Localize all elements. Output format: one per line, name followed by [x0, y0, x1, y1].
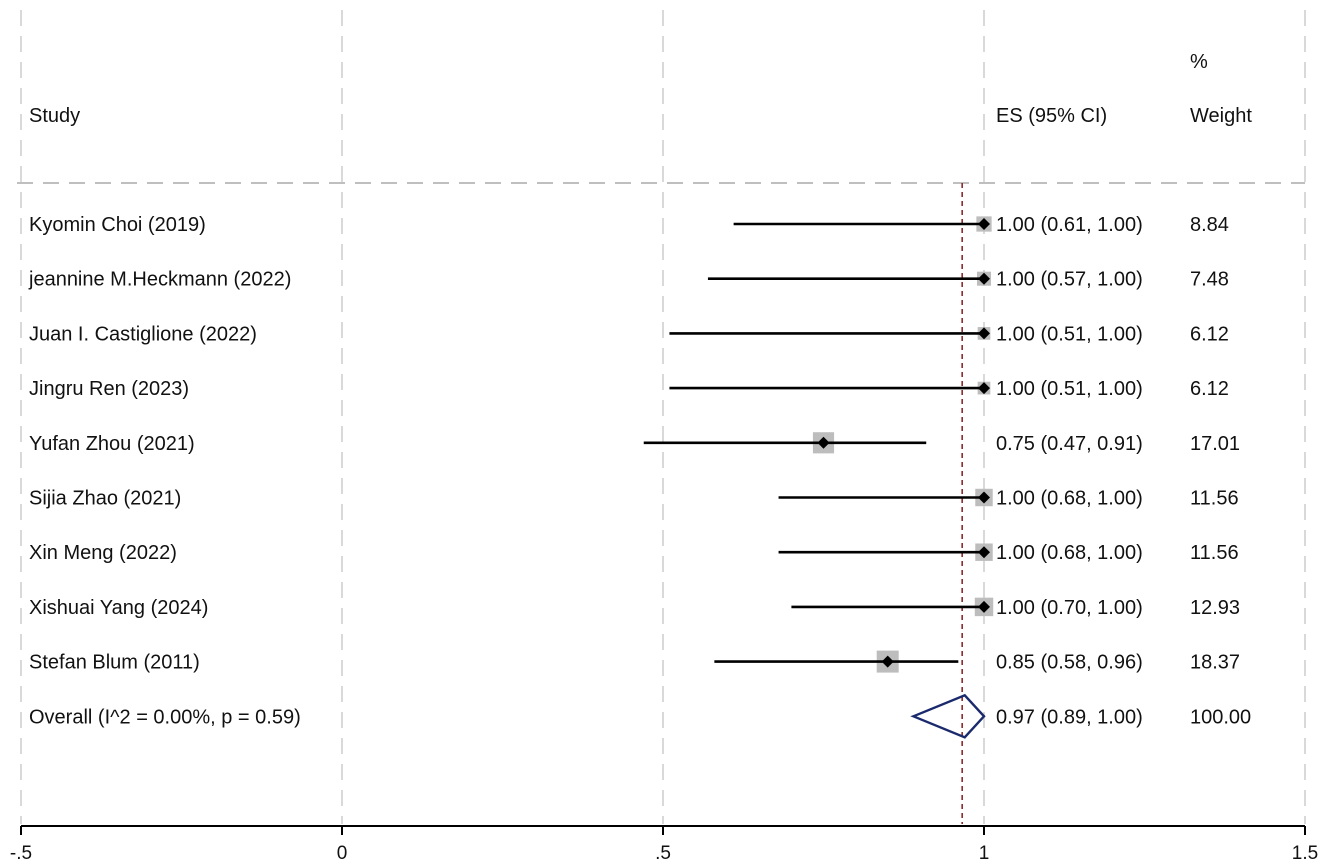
header-es: ES (95% CI) — [996, 105, 1107, 127]
overall-weight-value: 100.00 — [1190, 706, 1251, 728]
study-name: Xishuai Yang (2024) — [29, 597, 208, 619]
x-tick-label: -.5 — [10, 843, 32, 864]
es-value: 1.00 (0.57, 1.00) — [996, 269, 1143, 291]
es-value: 1.00 (0.68, 1.00) — [996, 488, 1143, 510]
point-estimate — [978, 272, 990, 285]
es-value: 0.85 (0.58, 0.96) — [996, 652, 1143, 674]
study-name: Juan I. Castiglione (2022) — [29, 323, 257, 345]
es-value: 1.00 (0.61, 1.00) — [996, 214, 1143, 236]
study-name: Kyomin Choi (2019) — [29, 214, 206, 236]
study-name: Yufan Zhou (2021) — [29, 433, 195, 455]
point-estimate — [978, 327, 990, 340]
x-tick-label: 1 — [979, 843, 990, 864]
point-estimate — [978, 600, 990, 613]
study-row-7: Xin Meng (2022) 1.00 (0.68, 1.00) 11.56 — [29, 542, 1239, 564]
study-rows: Kyomin Choi (2019) 1.00 (0.61, 1.00) 8.84 j… — [28, 214, 1240, 674]
study-row-1: Kyomin Choi (2019) 1.00 (0.61, 1.00) 8.84 — [29, 214, 1229, 236]
es-value: 0.75 (0.47, 0.91) — [996, 433, 1143, 455]
x-axis: -.5 0 .5 1 1.5 — [10, 825, 1318, 864]
es-value: 1.00 (0.68, 1.00) — [996, 542, 1143, 564]
column-headers: Study ES (95% CI) % Weight — [29, 51, 1252, 127]
weight-value: 11.56 — [1190, 542, 1239, 564]
study-row-9: Stefan Blum (2011) 0.85 (0.58, 0.96) 18.37 — [29, 650, 1240, 674]
weight-value: 17.01 — [1190, 433, 1240, 455]
gridlines — [17, 10, 1306, 824]
weight-value: 18.37 — [1190, 652, 1240, 674]
weight-value: 12.93 — [1190, 597, 1240, 619]
study-name: Sijia Zhao (2021) — [29, 488, 181, 510]
point-estimate — [978, 382, 990, 395]
study-name: Xin Meng (2022) — [29, 542, 177, 564]
overall-es-value: 0.97 (0.89, 1.00) — [996, 706, 1143, 728]
point-estimate — [978, 491, 990, 504]
study-name: Stefan Blum (2011) — [29, 652, 200, 674]
study-row-3: Juan I. Castiglione (2022) 1.00 (0.51, 1.… — [29, 323, 1229, 345]
overall-label: Overall (I^2 = 0.00%, p = 0.59) — [29, 706, 301, 728]
header-weight: Weight — [1190, 105, 1252, 127]
study-row-6: Sijia Zhao (2021) 1.00 (0.68, 1.00) 11.56 — [29, 488, 1239, 510]
point-estimate — [881, 655, 894, 668]
x-tick-label: 0 — [337, 843, 348, 864]
header-weight-percent: % — [1190, 51, 1208, 73]
point-estimate — [978, 546, 990, 559]
weight-value: 8.84 — [1190, 214, 1229, 236]
header-study: Study — [29, 105, 80, 127]
weight-value: 7.48 — [1190, 269, 1229, 291]
es-value: 1.00 (0.70, 1.00) — [996, 597, 1143, 619]
weight-value: 6.12 — [1190, 378, 1229, 400]
x-tick-label: 1.5 — [1292, 843, 1318, 864]
point-estimate — [817, 436, 830, 449]
study-row-5: Yufan Zhou (2021) 0.75 (0.47, 0.91) 17.01 — [29, 432, 1240, 455]
point-estimate — [978, 218, 990, 230]
es-value: 1.00 (0.51, 1.00) — [996, 378, 1143, 400]
study-row-2: jeannine M.Heckmann (2022) 1.00 (0.57, 1.… — [28, 269, 1229, 291]
study-name: Jingru Ren (2023) — [29, 378, 189, 400]
weight-value: 11.56 — [1190, 488, 1239, 510]
overall-diamond — [910, 693, 986, 739]
study-row-4: Jingru Ren (2023) 1.00 (0.51, 1.00) 6.12 — [29, 378, 1229, 400]
study-name: jeannine M.Heckmann (2022) — [28, 269, 291, 291]
es-value: 1.00 (0.51, 1.00) — [996, 323, 1143, 345]
study-row-8: Xishuai Yang (2024) 1.00 (0.70, 1.00) 12.9… — [29, 597, 1240, 619]
overall-row: Overall (I^2 = 0.00%, p = 0.59) 0.97 (0.8… — [29, 693, 1251, 739]
x-tick-label: .5 — [655, 843, 671, 864]
weight-value: 6.12 — [1190, 323, 1229, 345]
